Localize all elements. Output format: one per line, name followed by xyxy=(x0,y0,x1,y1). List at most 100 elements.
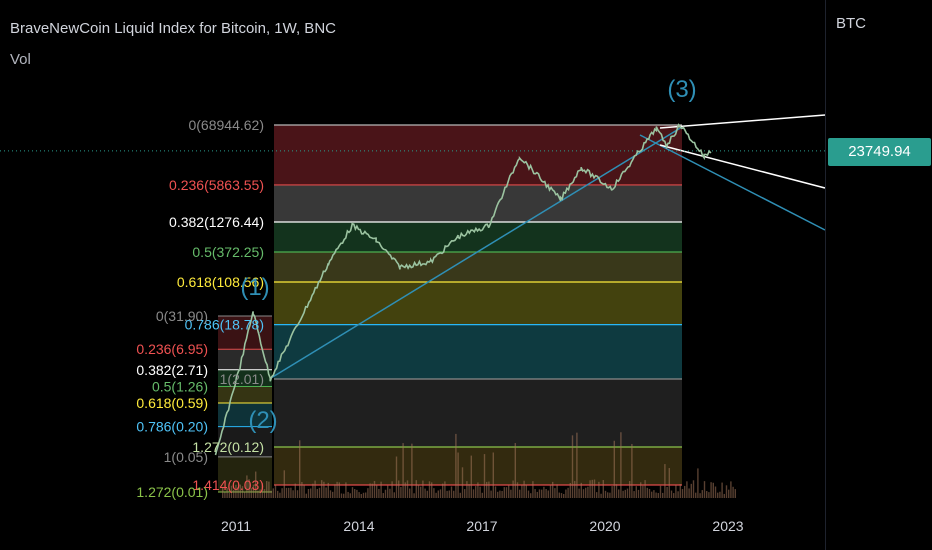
chart-title: BraveNewCoin Liquid Index for Bitcoin, 1… xyxy=(10,20,336,37)
volume-bar xyxy=(477,482,479,498)
fib-level-label: 0.382(1276.44) xyxy=(169,214,264,230)
volume-bar xyxy=(589,480,591,498)
volume-bar xyxy=(398,480,400,498)
volume-bar xyxy=(681,489,684,498)
volume-bar xyxy=(450,486,453,498)
volume-bar xyxy=(277,490,279,498)
volume-bar xyxy=(461,467,464,498)
volume-bar xyxy=(263,489,266,498)
volume-bar xyxy=(732,486,734,498)
volume-bar xyxy=(534,489,536,498)
volume-bar xyxy=(624,489,626,498)
volume-bar xyxy=(481,492,483,498)
volume-bar xyxy=(609,492,611,498)
volume-bar xyxy=(283,470,285,498)
volume-bar xyxy=(301,481,303,498)
volume-bar xyxy=(296,490,299,498)
price-axis-symbol: BTC xyxy=(836,15,866,32)
volume-bar xyxy=(552,481,554,498)
volume-bar xyxy=(558,492,560,498)
volume-bar xyxy=(442,483,444,498)
fibonacci-labels: 0(68944.62) 0.236(5863.55) 0.382(1276.44) 0… xyxy=(136,117,264,500)
volume-bar xyxy=(492,452,494,498)
upper-channel-line xyxy=(659,114,826,129)
volume-bar xyxy=(327,482,329,498)
x-axis: 2011 2014 2017 2020 2023 xyxy=(221,518,744,534)
fib-band-small xyxy=(218,386,272,404)
volume-bar xyxy=(547,490,549,498)
volume-bar xyxy=(479,486,481,498)
volume-bar xyxy=(468,484,470,498)
fib-level-label: 0(68944.62) xyxy=(188,117,264,133)
volume-bar xyxy=(292,490,294,498)
fib-level-label: 0.618(108.56) xyxy=(177,274,264,290)
volume-bar xyxy=(486,481,488,498)
volume-bar xyxy=(706,491,708,498)
volume-bar xyxy=(351,487,354,498)
fib-band-small xyxy=(218,403,272,427)
volume-bar xyxy=(424,488,426,498)
volume-bar xyxy=(376,485,378,498)
volume-bar xyxy=(338,482,340,498)
volume-bar xyxy=(435,492,437,498)
volume-bar xyxy=(666,486,668,498)
fib-band xyxy=(274,281,682,325)
volume-bar xyxy=(404,482,406,498)
volume-bar xyxy=(591,479,593,498)
volume-bar xyxy=(560,493,563,498)
volume-bar xyxy=(730,481,732,498)
volume-bar xyxy=(633,491,635,498)
volume-bar xyxy=(233,490,235,498)
volume-bar xyxy=(708,492,710,498)
x-tick-label: 2020 xyxy=(589,518,620,534)
volume-bar xyxy=(635,486,637,498)
volume-bar xyxy=(728,489,730,498)
volume-bar xyxy=(274,484,277,498)
volume-bar xyxy=(578,488,580,498)
fib-band xyxy=(274,324,682,379)
volume-bar xyxy=(365,492,367,498)
fib-level-label-small: 0(31.90) xyxy=(156,308,208,324)
volume-bar xyxy=(279,492,281,498)
volume-bar xyxy=(602,480,604,498)
volume-bar xyxy=(725,485,728,498)
volume-bar xyxy=(642,485,644,498)
volume-bar xyxy=(228,492,230,498)
volume-bar xyxy=(668,468,670,498)
volume-bar xyxy=(389,488,391,498)
volume-bar xyxy=(470,455,472,498)
volume-bar xyxy=(483,454,486,498)
volume-bar xyxy=(569,482,571,498)
volume-bar xyxy=(259,489,261,498)
volume-bar xyxy=(369,483,371,498)
last-price-badge[interactable]: 23749.94 xyxy=(828,138,931,166)
volume-bar xyxy=(690,483,692,498)
volume-bar xyxy=(261,483,263,498)
volume-bar xyxy=(659,485,662,498)
volume-bar xyxy=(290,487,292,498)
volume-bar xyxy=(673,493,675,498)
volume-bar xyxy=(679,484,681,498)
volume-bar xyxy=(670,490,673,498)
volume-bar xyxy=(268,481,270,498)
x-tick-label: 2017 xyxy=(466,518,497,534)
volume-bar xyxy=(316,488,318,498)
volume-bar xyxy=(549,485,552,498)
volume-bar xyxy=(248,479,250,498)
fib-band xyxy=(274,252,682,282)
fibonacci-bands xyxy=(218,124,682,493)
volume-bar xyxy=(664,464,666,498)
volume-bar xyxy=(514,443,516,498)
volume-bar xyxy=(675,485,677,498)
volume-bar xyxy=(455,433,457,498)
volume-bar xyxy=(411,443,413,498)
volume-bar xyxy=(646,487,648,498)
volume-bar xyxy=(224,492,226,498)
wave-labels: (1) (2) (3) xyxy=(240,76,696,434)
fib-band xyxy=(274,222,682,253)
volume-bar xyxy=(684,485,686,498)
volume-bar xyxy=(538,489,541,498)
volume-bar xyxy=(488,481,490,498)
volume-bar xyxy=(426,490,428,498)
